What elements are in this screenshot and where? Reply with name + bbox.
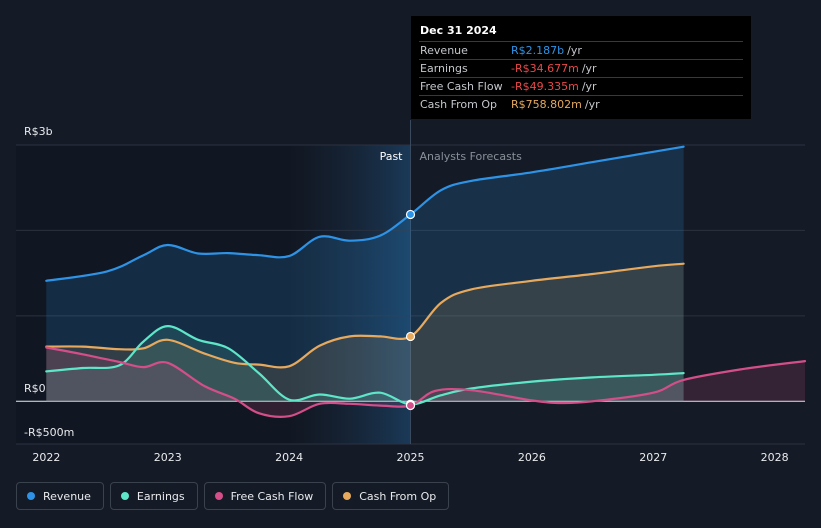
legend-item-cash-from-op[interactable]: Cash From Op (332, 482, 450, 510)
cash-from-op-line (45, 262, 685, 369)
free-cash-flow-line (45, 346, 807, 418)
revenue-marker (405, 209, 416, 220)
tooltip-label: Free Cash Flow (420, 80, 503, 93)
past-label: Past (380, 150, 404, 163)
x-tick-label: 2025 (397, 451, 425, 464)
free-cash-flow-dot-icon (214, 492, 223, 500)
x-tick-label: 2023 (154, 451, 182, 464)
tooltip-row-revenue: Revenue R$2.187b /yr (419, 42, 743, 60)
forecast-label: Analysts Forecasts (420, 150, 523, 163)
tooltip-unit: /yr (581, 62, 597, 75)
cash-from-op-area (46, 263, 684, 402)
x-tick-label: 2024 (275, 451, 303, 464)
tooltip-label: Cash From Op (420, 98, 498, 111)
y-axis-max-label: R$3b (24, 125, 53, 138)
legend-label: Cash From Op (359, 489, 437, 503)
free-cash-flow-marker (405, 400, 416, 411)
y-axis-zero-label: R$0 (24, 382, 46, 395)
legend-item-earnings[interactable]: Earnings (109, 482, 198, 510)
tooltip-label: Revenue (420, 44, 468, 57)
legend-item-free-cash-flow[interactable]: Free Cash Flow (203, 482, 327, 510)
y-axis-min-label: -R$500m (24, 426, 74, 439)
x-tick-label: 2027 (639, 451, 667, 464)
legend-label: Revenue (43, 489, 91, 503)
earnings-area (46, 326, 684, 405)
legend-label: Free Cash Flow (230, 489, 314, 503)
tooltip-panel: Dec 31 2024 Revenue R$2.187b /yr Earning… (411, 16, 751, 119)
past-highlight (289, 145, 411, 444)
tooltip-unit: /yr (581, 80, 597, 93)
tooltip-value: -R$34.677m (511, 62, 579, 75)
revenue-line (45, 145, 685, 282)
tooltip-label: Earnings (420, 62, 468, 75)
legend: Revenue Earnings Free Cash Flow Cash Fro… (16, 482, 450, 512)
cash-from-op-marker (405, 331, 416, 342)
x-tick-label: 2028 (761, 451, 789, 464)
earnings-dot-icon (120, 492, 129, 500)
x-tick-label: 2022 (32, 451, 60, 464)
tooltip-value: -R$49.335m (511, 80, 579, 93)
legend-item-revenue[interactable]: Revenue (16, 482, 104, 510)
tooltip-date: Dec 31 2024 (419, 24, 743, 42)
earnings-line (45, 324, 685, 406)
revenue-area (46, 146, 684, 402)
tooltip-row-earnings: Earnings -R$34.677m /yr (419, 60, 743, 78)
tooltip-value: R$2.187b (511, 44, 565, 57)
tooltip-unit: /yr (584, 98, 600, 111)
tooltip-row-cash-from-op: Cash From Op R$758.802m /yr (419, 96, 743, 113)
tooltip-unit: /yr (567, 44, 582, 57)
revenue-dot-icon (27, 492, 35, 500)
tooltip-value: R$758.802m (511, 98, 582, 111)
x-tick-label: 2026 (518, 451, 546, 464)
tooltip-row-free-cash-flow: Free Cash Flow -R$49.335m /yr (419, 78, 743, 96)
legend-label: Earnings (136, 489, 185, 503)
cash-from-op-dot-icon (343, 492, 352, 500)
